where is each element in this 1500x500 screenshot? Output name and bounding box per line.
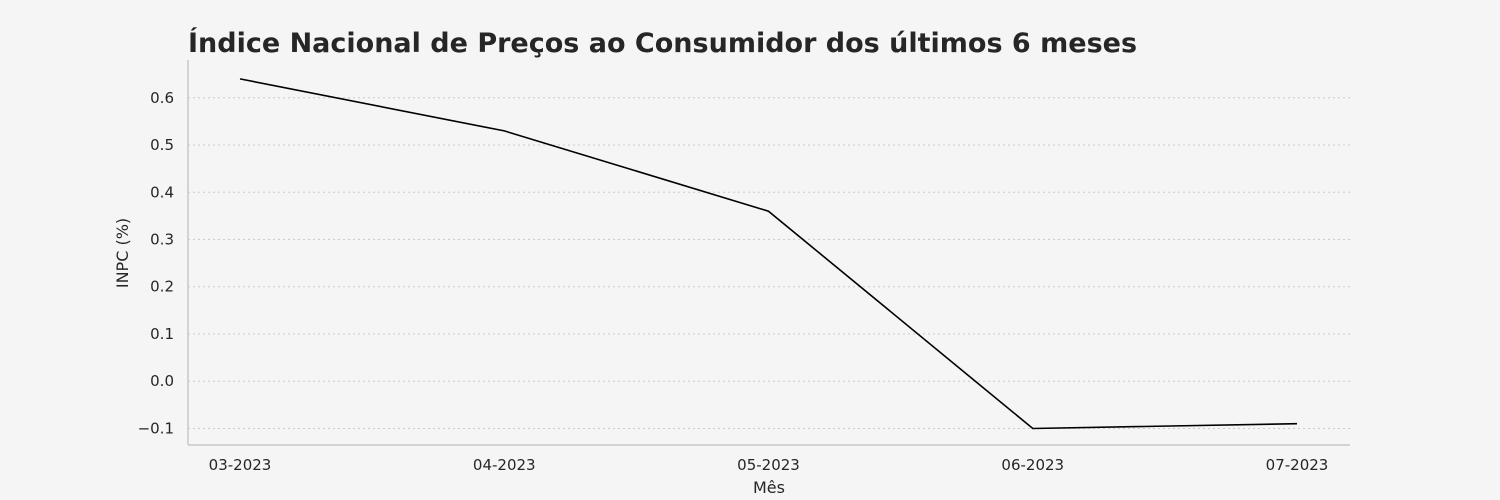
- axes-spines: [187, 60, 1350, 446]
- y-tick-label: 0.3: [150, 231, 174, 249]
- y-tick-label: 0.5: [150, 136, 174, 154]
- x-tick-label: 03-2023: [209, 456, 272, 474]
- grid-lines: [188, 97, 1350, 429]
- y-tick-label: 0.2: [150, 278, 174, 296]
- x-axis-label: Mês: [753, 478, 785, 497]
- y-tick-label: 0.1: [150, 325, 174, 343]
- y-tick-label: 0.0: [150, 372, 174, 390]
- x-tick-label: 07-2023: [1266, 456, 1329, 474]
- y-tick-label: −0.1: [138, 419, 174, 437]
- series-layer: [239, 78, 1298, 430]
- y-tick-label: 0.6: [150, 89, 174, 107]
- x-axis-ticks: 03-2023 04-2023 05-2023 06-2023 07-2023: [209, 456, 1329, 474]
- x-tick-label: 06-2023: [1001, 456, 1064, 474]
- inpc-series-line: [239, 78, 1298, 430]
- x-tick-label: 05-2023: [737, 456, 800, 474]
- chart-title: Índice Nacional de Preços ao Consumidor …: [188, 27, 1137, 59]
- x-tick-label: 04-2023: [473, 456, 536, 474]
- y-axis-label: INPC (%): [113, 218, 132, 288]
- y-tick-label: 0.4: [150, 183, 174, 201]
- y-axis-ticks: 0.6 0.5 0.4 0.3 0.2 0.1 0.0 −0.1: [138, 89, 174, 438]
